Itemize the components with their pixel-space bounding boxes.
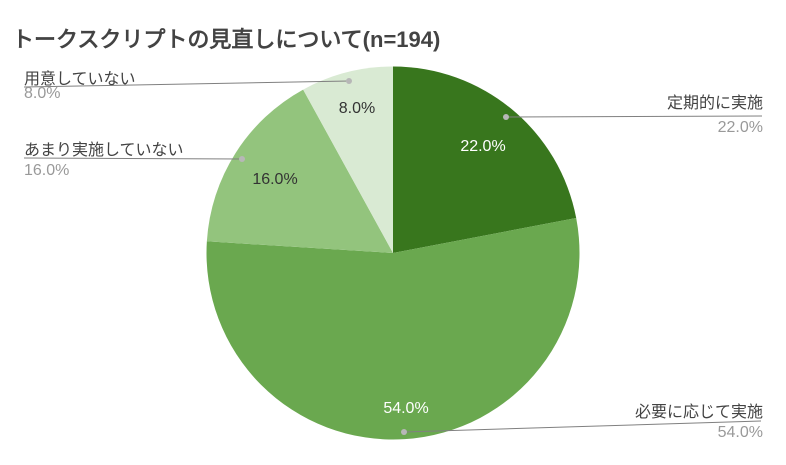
svg-text:22.0%: 22.0%	[460, 138, 505, 155]
svg-text:16.0%: 16.0%	[252, 171, 297, 188]
svg-text:8.0%: 8.0%	[339, 100, 375, 117]
svg-text:54.0%: 54.0%	[383, 400, 428, 417]
